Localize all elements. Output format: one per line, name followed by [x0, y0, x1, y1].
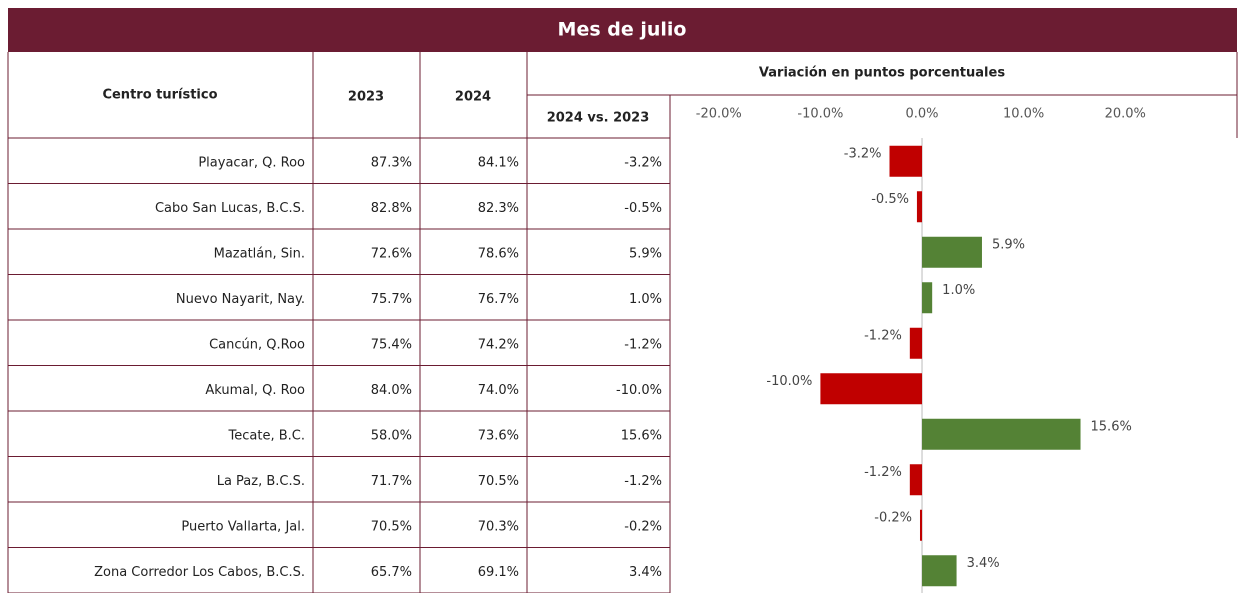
data-label: 5.9% [992, 237, 1025, 252]
cell: Nuevo Nayarit, Nay. [176, 292, 305, 307]
title: Mes de julio [558, 19, 687, 41]
cell: 69.1% [478, 565, 519, 580]
cell: 65.7% [371, 565, 412, 580]
x-tick-label: 10.0% [1003, 107, 1044, 122]
cell: 84.1% [478, 155, 519, 170]
cell: -1.2% [624, 474, 662, 489]
data-label: -1.2% [864, 465, 902, 480]
x-tick-label: -10.0% [797, 107, 843, 122]
cell: -1.2% [624, 337, 662, 352]
data-label: 3.4% [967, 556, 1000, 571]
data-label: -0.2% [874, 510, 912, 525]
cell: Playacar, Q. Roo [198, 155, 305, 170]
bar [909, 464, 923, 496]
cell: 15.6% [621, 428, 662, 443]
cell: 70.3% [478, 519, 519, 534]
cell: 5.9% [629, 246, 662, 261]
bar [922, 418, 1081, 450]
cell: 76.7% [478, 292, 519, 307]
cell: Akumal, Q. Roo [205, 383, 305, 398]
cell: 70.5% [371, 519, 412, 534]
bar [922, 236, 982, 268]
cell: 70.5% [478, 474, 519, 489]
cell: 75.4% [371, 337, 412, 352]
cell: 87.3% [371, 155, 412, 170]
cell: Puerto Vallarta, Jal. [181, 519, 305, 534]
cell: 75.7% [371, 292, 412, 307]
cell: 84.0% [371, 383, 412, 398]
table-borders [7, 52, 1238, 593]
cell: Cancún, Q.Roo [209, 337, 305, 352]
data-label: -10.0% [766, 374, 812, 389]
data-label: 15.6% [1091, 419, 1132, 434]
bar [916, 191, 923, 223]
bar [820, 373, 923, 405]
bar [909, 327, 923, 359]
column-header: 2023 [348, 90, 384, 105]
x-tick-label: 20.0% [1105, 107, 1146, 122]
x-tick-label: -20.0% [696, 107, 742, 122]
cell: -0.2% [624, 519, 662, 534]
title-bar [8, 8, 1237, 52]
cell: 74.2% [478, 337, 519, 352]
bar [922, 282, 933, 314]
cell: Tecate, B.C. [228, 428, 305, 443]
x-tick-label: 0.0% [906, 107, 939, 122]
cell: 74.0% [478, 383, 519, 398]
cell: 1.0% [629, 292, 662, 307]
data-label: -3.2% [844, 146, 882, 161]
data-label: 1.0% [942, 283, 975, 298]
data-label: -0.5% [871, 192, 909, 207]
bar [919, 509, 923, 541]
cell: 82.3% [478, 201, 519, 216]
cell: Zona Corredor Los Cabos, B.C.S. [94, 565, 305, 580]
cell: 3.4% [629, 565, 662, 580]
cell: 71.7% [371, 474, 412, 489]
bar [889, 145, 923, 177]
group-header: Variación en puntos porcentuales [759, 66, 1005, 81]
cell: -3.2% [624, 155, 662, 170]
cell: Mazatlán, Sin. [214, 246, 305, 261]
data-label: -1.2% [864, 328, 902, 343]
cell: 78.6% [478, 246, 519, 261]
cell: 58.0% [371, 428, 412, 443]
cell: 73.6% [478, 428, 519, 443]
cell: -10.0% [616, 383, 662, 398]
column-header: 2024 [455, 90, 491, 105]
sub-header: 2024 vs. 2023 [547, 111, 650, 126]
cell: 82.8% [371, 201, 412, 216]
cell: Cabo San Lucas, B.C.S. [155, 201, 305, 216]
column-header: Centro turístico [102, 88, 217, 103]
cell: -0.5% [624, 201, 662, 216]
cell: 72.6% [371, 246, 412, 261]
cell: La Paz, B.C.S. [217, 474, 305, 489]
bar [922, 555, 957, 587]
